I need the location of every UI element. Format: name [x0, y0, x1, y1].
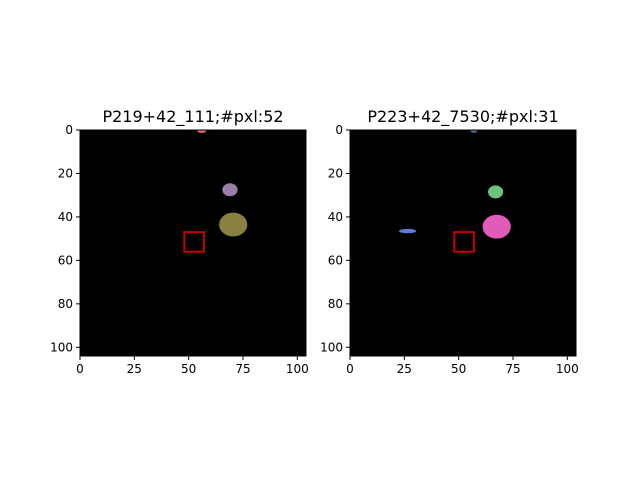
y-tick-label: 80 [58, 297, 73, 311]
y-tick-label: 100 [50, 340, 73, 354]
segment-blob-3 [219, 212, 248, 237]
segment-blob-4 [398, 228, 417, 234]
x-tick-label: 75 [235, 362, 250, 376]
x-tick-label: 25 [127, 362, 142, 376]
y-tick-label: 80 [328, 297, 343, 311]
x-tick-label: 75 [505, 362, 520, 376]
y-tick-label: 100 [320, 340, 343, 354]
axes-frame [349, 129, 577, 357]
image-background [350, 130, 576, 356]
segment-blob-3 [482, 214, 511, 239]
panel-title: P223+42_7530;#pxl:31 [367, 107, 558, 127]
axes-frame [79, 129, 307, 357]
x-tick-label: 50 [451, 362, 466, 376]
segment-blob-2 [487, 185, 504, 199]
x-tick-label: 0 [76, 362, 84, 376]
panel-1: 0 25 50 75 100020406080100P219+42_111;#pxl:5… [50, 107, 309, 376]
marker-box [183, 231, 205, 253]
x-tick-label: 50 [181, 362, 196, 376]
x-tick-label: 100 [556, 362, 579, 376]
segment-blob-2 [222, 183, 238, 197]
marker-box [453, 231, 475, 253]
y-tick-label: 60 [328, 253, 343, 267]
y-tick-label: 0 [335, 123, 343, 137]
x-tick-label: 0 [346, 362, 354, 376]
image-background [80, 130, 306, 356]
x-tick-label: 100 [286, 362, 309, 376]
panel-2: 0 25 50 75 100020406080100P223+42_7530;#pxl:… [320, 107, 579, 376]
y-tick-label: 40 [58, 210, 73, 224]
y-tick-label: 20 [328, 166, 343, 180]
panel-title: P219+42_111;#pxl:52 [102, 107, 283, 127]
x-tick-label: 25 [397, 362, 412, 376]
y-tick-label: 0 [65, 123, 73, 137]
y-tick-label: 60 [58, 253, 73, 267]
y-tick-label: 40 [328, 210, 343, 224]
y-tick-label: 20 [58, 166, 73, 180]
